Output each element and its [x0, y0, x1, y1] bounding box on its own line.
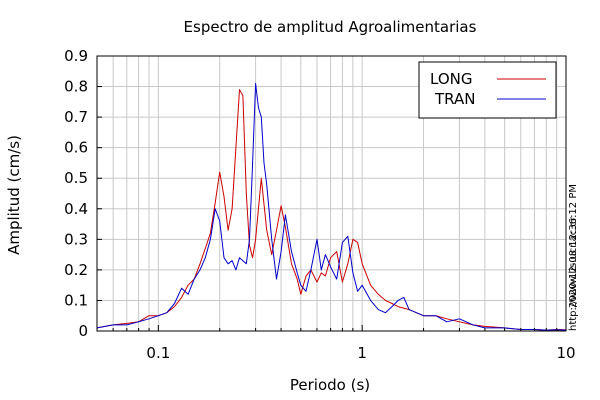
series-line-tran	[96, 83, 567, 331]
y-tick-label: 0.9	[64, 47, 88, 65]
chart-title: Espectro de amplitud Agroalimentarias	[184, 18, 477, 36]
y-tick-label: 0	[78, 322, 88, 340]
y-tick-label: 0.5	[64, 169, 88, 187]
x-tick-label: 0.1	[146, 344, 170, 362]
plot-frame	[96, 55, 567, 332]
x-tick-label: 1	[357, 344, 367, 362]
series-line-long	[96, 89, 567, 331]
legend-label-tran: TRAN	[434, 90, 475, 108]
y-tick-label: 0.1	[64, 291, 88, 309]
y-axis-label: Amplitud (cm/s)	[5, 135, 23, 255]
legend: LONG TRAN	[418, 61, 557, 119]
legend-box	[418, 61, 557, 119]
x-axis-label: Periodo (s)	[290, 376, 370, 394]
y-tick-label: 0.3	[64, 230, 88, 248]
series-lines	[96, 83, 567, 331]
x-tick-label: 10	[556, 344, 575, 362]
y-tick-label: 0.6	[64, 139, 88, 157]
timestamp-label: 2020-12-08 12:36:12 PM	[568, 184, 579, 308]
y-tick-label: 0.2	[64, 261, 88, 279]
legend-label-long: LONG	[430, 70, 472, 88]
source-url-label: http://www.lis.ucr.ac.cr	[568, 216, 579, 331]
y-tick-label: 0.7	[64, 108, 88, 126]
axis-ticks: 0 0.1 0.2 0.3 0.4 0.5 0.6 0.7 0.8 0.9 0.1 1 10	[64, 47, 575, 362]
y-tick-label: 0.8	[64, 78, 88, 96]
grid-lines	[96, 55, 566, 332]
y-tick-label: 0.4	[64, 200, 88, 218]
